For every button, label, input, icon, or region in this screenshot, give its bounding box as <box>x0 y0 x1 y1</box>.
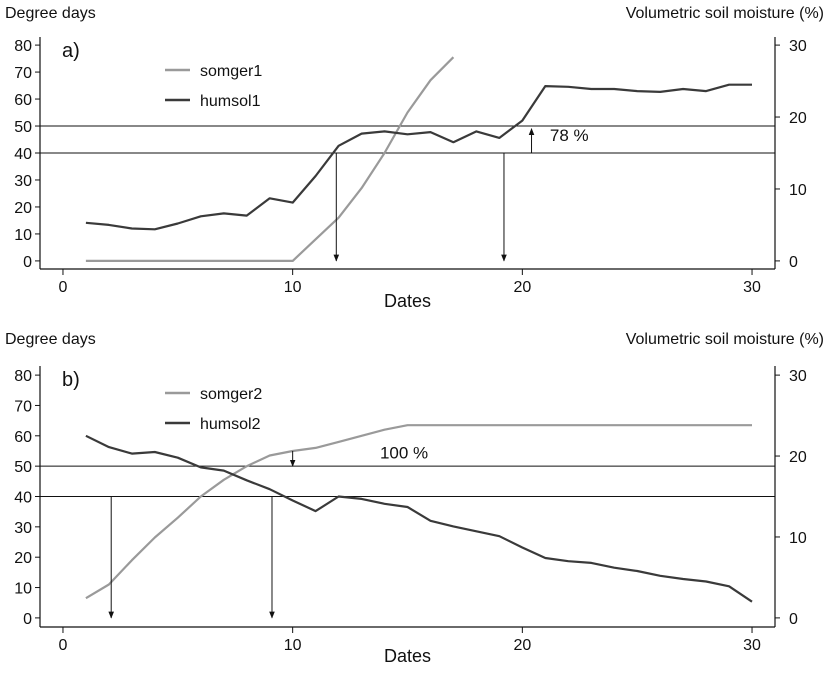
legend-label: somger1 <box>200 63 262 80</box>
series-line-somger1 <box>85 56 455 262</box>
y-left-tick-label: 40 <box>14 490 32 507</box>
panel-label: b) <box>62 369 80 391</box>
y-left-tick-label: 20 <box>14 200 32 217</box>
y-left-tick-label: 0 <box>23 611 32 628</box>
x-tick-label: 30 <box>743 279 761 296</box>
x-axis-title: Dates <box>384 291 431 311</box>
legend-item-humsol1: humsol1 <box>165 93 261 110</box>
y-right-tick-label: 30 <box>789 368 807 385</box>
y-axis-right-title: Volumetric soil moisture (%) <box>626 331 824 348</box>
x-tick-label: 10 <box>284 279 302 296</box>
y-left-tick-label: 60 <box>14 429 32 446</box>
x-tick-label: 0 <box>59 279 68 296</box>
y-left-tick-label: 0 <box>23 254 32 271</box>
y-left-tick-label: 40 <box>14 146 32 163</box>
annotation-label: 100 % <box>380 444 428 463</box>
legend-label: humsol1 <box>200 93 261 110</box>
x-axis-title: Dates <box>384 646 431 666</box>
y-right-tick-label: 20 <box>789 110 807 127</box>
x-tick-label: 20 <box>513 637 531 654</box>
y-axis-left-title: Degree days <box>5 5 96 22</box>
x-tick-label: 0 <box>59 637 68 654</box>
x-tick-label: 20 <box>513 279 531 296</box>
annotation-label: 78 % <box>550 126 589 145</box>
chart-panel-a: Degree days Volumetric soil moisture (%) D… <box>5 5 824 311</box>
series-line-humsol2 <box>85 434 753 603</box>
legend-item-humsol2: humsol2 <box>165 416 261 433</box>
y-right-tick-label: 30 <box>789 38 807 55</box>
legend-label: somger2 <box>200 386 262 403</box>
y-left-tick-label: 30 <box>14 173 32 190</box>
legend-label: humsol2 <box>200 416 261 433</box>
y-left-tick-label: 70 <box>14 398 32 415</box>
y-right-tick-label: 0 <box>789 611 798 628</box>
legend-item-somger1: somger1 <box>165 63 262 80</box>
y-right-tick-label: 0 <box>789 254 798 271</box>
y-left-tick-label: 30 <box>14 520 32 537</box>
x-tick-label: 10 <box>284 637 302 654</box>
series-line-humsol1 <box>85 83 752 231</box>
y-right-tick-label: 20 <box>789 449 807 466</box>
y-left-tick-label: 70 <box>14 65 32 82</box>
x-tick-label: 30 <box>743 637 761 654</box>
y-axis-right-title: Volumetric soil moisture (%) <box>626 5 824 22</box>
y-left-tick-label: 80 <box>14 38 32 55</box>
y-left-tick-label: 50 <box>14 119 32 136</box>
y-axis-left-title: Degree days <box>5 331 96 348</box>
legend-item-somger2: somger2 <box>165 386 262 403</box>
y-left-tick-label: 10 <box>14 581 32 598</box>
y-right-tick-label: 10 <box>789 182 807 199</box>
chart-panel-b: Degree days Volumetric soil moisture (%) D… <box>5 331 824 666</box>
y-left-tick-label: 50 <box>14 459 32 476</box>
series-line-somger2 <box>85 424 752 600</box>
y-left-tick-label: 60 <box>14 92 32 109</box>
y-right-tick-label: 10 <box>789 530 807 547</box>
y-left-tick-label: 20 <box>14 550 32 567</box>
y-left-tick-label: 10 <box>14 227 32 244</box>
panel-label: a) <box>62 40 80 62</box>
y-left-tick-label: 80 <box>14 368 32 385</box>
